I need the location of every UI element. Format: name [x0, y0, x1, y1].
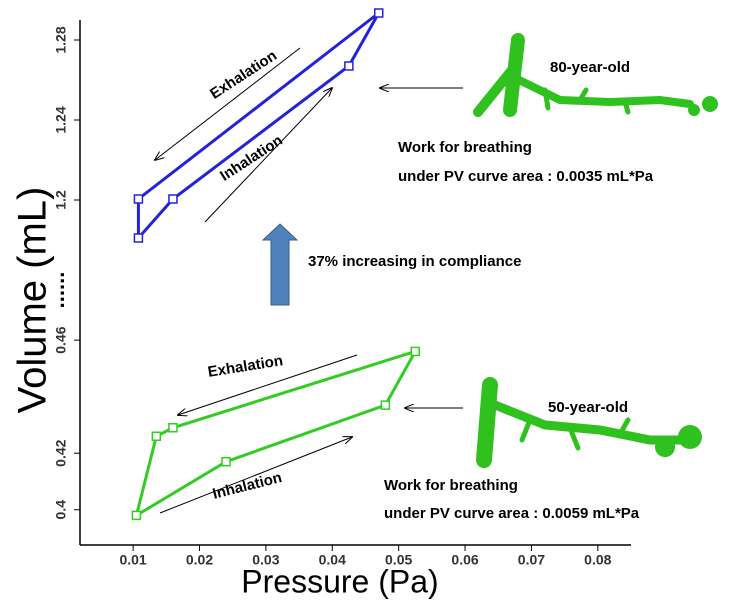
x-tick-label: 0.01 [119, 552, 146, 568]
point-marker [168, 423, 178, 433]
loop-line [134, 348, 419, 519]
compliance-arrow [261, 223, 299, 306]
annotation: under PV curve area : 0.0059 mL*Pa [384, 505, 640, 522]
x-tick-label: 0.05 [385, 552, 412, 568]
y-tick-label: 0.46 [53, 326, 69, 353]
x-tick-label: 0.08 [584, 552, 611, 568]
annotation: Exhalation [207, 352, 285, 381]
airway-50 [476, 377, 702, 468]
annotation: 37% increasing in compliance [308, 253, 521, 270]
x-tick-label: 0.06 [451, 552, 478, 568]
series-label: 80-year-old [550, 59, 630, 76]
point-marker [168, 194, 178, 204]
direction-arrow [204, 88, 332, 223]
point-marker [373, 8, 384, 18]
x-tick-label: 0.03 [252, 552, 279, 568]
y-tick-label: 1.24 [53, 106, 69, 133]
y-axis-title: Volume (mL) [11, 187, 55, 414]
point-marker [344, 61, 354, 71]
direction-arrow [159, 437, 352, 514]
annotation: under PV curve area : 0.0035 mL*Pa [398, 168, 654, 185]
annotation: Work for breathing [398, 139, 532, 156]
annotation: Inhalation [211, 469, 284, 503]
point-marker [131, 510, 142, 521]
y-tick-label: 1.28 [53, 26, 69, 53]
x-tick-label: 0.02 [186, 552, 213, 568]
point-marker [221, 456, 231, 467]
axis-break: ...... [44, 272, 69, 309]
point-marker [410, 346, 420, 357]
point-marker [133, 194, 144, 204]
point-marker [133, 233, 144, 243]
y-tick-label: 0.4 [53, 500, 69, 520]
annotation: Exhalation [207, 47, 280, 103]
annotation: Work for breathing [384, 477, 518, 494]
loop-line [136, 11, 381, 242]
series-label: 50-year-old [548, 399, 628, 416]
direction-arrow [178, 354, 358, 415]
x-tick-label: 0.04 [319, 552, 346, 568]
point-marker [151, 431, 162, 441]
airway-80 [473, 33, 718, 117]
direction-arrow [155, 47, 301, 160]
x-axis-title: Pressure (Pa) [241, 563, 438, 599]
point-marker [380, 400, 391, 410]
y-tick-label: 1.2 [53, 190, 69, 210]
y-tick-label: 0.42 [53, 439, 69, 466]
x-tick-label: 0.07 [518, 552, 545, 568]
